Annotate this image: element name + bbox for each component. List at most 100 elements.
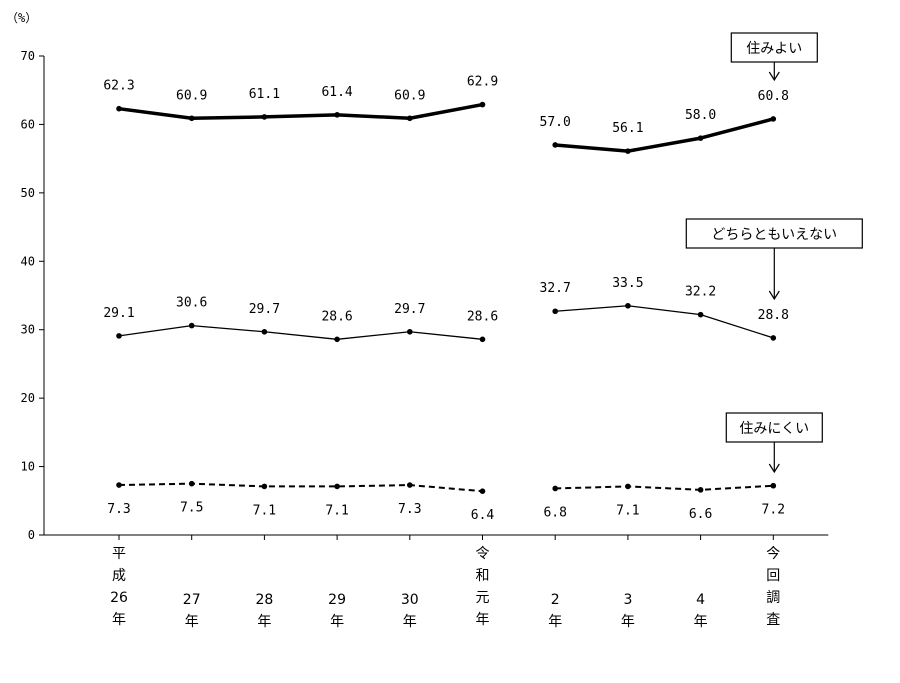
data-labels: 62.3 60.9 61.1 61.4 60.9 62.9 57.0 56.1 58.0 60.8… xyxy=(103,75,789,524)
series-line-segment xyxy=(118,324,483,340)
x-category-label-part: 査 xyxy=(766,612,780,628)
data-point xyxy=(407,328,413,335)
x-category-label-part: 平 xyxy=(112,546,126,562)
data-label: 32.2 xyxy=(685,285,716,300)
x-category-label-part: 今 xyxy=(766,546,780,562)
data-label: 58.0 xyxy=(685,108,716,123)
y-tick-label: 40 xyxy=(21,254,35,268)
series-line-segment xyxy=(118,102,483,121)
data-label: 7.3 xyxy=(398,502,421,517)
data-point xyxy=(697,311,704,318)
data-point xyxy=(261,328,268,335)
data-label: 7.1 xyxy=(616,503,639,518)
callout-box xyxy=(685,218,863,249)
data-label: 61.1 xyxy=(249,87,280,102)
data-point xyxy=(407,115,413,122)
data-label: 60.8 xyxy=(758,89,789,104)
data-point xyxy=(625,148,631,154)
x-category-label-part: 和 xyxy=(476,568,490,584)
x-category-label-part: 年 xyxy=(403,614,417,630)
x-category-label-part: 4 xyxy=(696,592,705,608)
series-3 xyxy=(116,480,777,495)
data-point xyxy=(188,480,195,487)
series-line-segment xyxy=(555,484,774,491)
data-label: 60.9 xyxy=(176,88,207,103)
series-1 xyxy=(116,101,777,154)
x-category-label-part: 年 xyxy=(548,614,562,630)
data-point xyxy=(188,115,195,122)
x-category-label-part: 26 xyxy=(110,590,128,606)
callout-text: どちらともいえない xyxy=(711,227,837,243)
data-label: 33.5 xyxy=(612,276,643,291)
data-label: 28.8 xyxy=(758,308,789,323)
data-point xyxy=(697,487,704,493)
series-2 xyxy=(116,302,777,343)
data-label: 6.4 xyxy=(471,508,495,523)
x-category-label: 27 年 xyxy=(183,592,201,630)
data-label: 7.1 xyxy=(325,503,348,518)
data-point xyxy=(334,336,340,343)
callout-text: 住みよい xyxy=(746,41,802,57)
data-point xyxy=(188,322,195,329)
x-category-label-part: 令 xyxy=(476,546,490,562)
x-category-label-part: 成 xyxy=(112,568,126,584)
callout-3: 住みにくい xyxy=(725,412,823,474)
data-point xyxy=(407,482,413,488)
x-category-label: 30 年 xyxy=(401,592,419,630)
data-point xyxy=(770,116,777,122)
x-category-label: 4年 xyxy=(694,592,708,630)
data-point xyxy=(479,488,486,495)
data-point xyxy=(261,483,268,490)
data-label: 29.7 xyxy=(249,302,280,317)
x-category-label-part: 28 xyxy=(255,592,273,608)
data-label: 62.9 xyxy=(467,75,498,90)
y-tick-label: 60 xyxy=(21,117,35,131)
x-category-label-part: 年 xyxy=(476,612,490,628)
series-line-segment xyxy=(118,482,483,493)
data-point xyxy=(552,485,558,492)
data-label: 6.8 xyxy=(543,505,566,520)
data-label: 28.6 xyxy=(321,309,352,324)
y-tick-label: 50 xyxy=(21,186,35,200)
callout-2: どちらともいえない xyxy=(685,218,863,301)
data-point xyxy=(770,482,777,489)
data-label: 7.5 xyxy=(180,501,203,516)
y-tick-label: 20 xyxy=(21,391,35,405)
data-label: 62.3 xyxy=(103,79,134,94)
data-point xyxy=(625,483,631,490)
x-category-label-part: 年 xyxy=(330,614,344,630)
x-category-label-part: 3 xyxy=(623,592,632,608)
data-point xyxy=(770,335,777,341)
y-tick-label: 0 xyxy=(28,528,35,542)
data-point xyxy=(697,135,704,141)
data-label: 29.1 xyxy=(103,306,134,321)
y-tick-label: 30 xyxy=(21,323,35,337)
data-label: 7.3 xyxy=(107,502,130,517)
x-category-label: 平成 26 年 xyxy=(110,546,128,628)
data-point xyxy=(116,105,122,112)
series-line-segment xyxy=(555,305,774,339)
data-point xyxy=(116,482,122,488)
series-line-segment xyxy=(555,117,774,153)
y-tick-label: 70 xyxy=(21,49,35,63)
data-point xyxy=(334,112,340,118)
callout-box xyxy=(730,32,818,63)
series-lines xyxy=(116,101,777,495)
y-tick-label: 10 xyxy=(21,460,35,474)
data-point xyxy=(552,308,558,315)
data-label: 56.1 xyxy=(612,121,643,136)
data-point xyxy=(479,336,486,343)
x-category-label-part: 2 xyxy=(551,592,560,608)
x-category-label-part: 30 xyxy=(401,592,419,608)
callout-1: 住みよい xyxy=(730,32,818,82)
data-point xyxy=(334,483,340,490)
data-point xyxy=(552,142,558,148)
data-label: 7.2 xyxy=(762,503,785,518)
data-label: 57.0 xyxy=(540,115,571,130)
data-point xyxy=(261,114,268,120)
data-label: 32.7 xyxy=(540,281,571,296)
